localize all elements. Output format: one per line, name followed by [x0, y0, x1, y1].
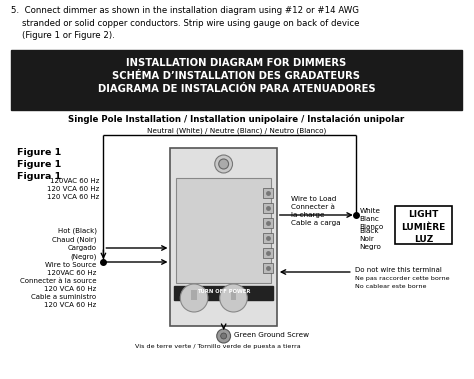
Text: Neutral (White) / Neutre (Blanc) / Neutro (Blanco): Neutral (White) / Neutre (Blanc) / Neutr…	[147, 127, 326, 133]
Circle shape	[220, 284, 247, 312]
Bar	[191, 290, 197, 300]
Circle shape	[217, 329, 230, 343]
Bar	[174, 286, 273, 300]
Text: Figura 1: Figura 1	[17, 172, 61, 181]
Text: Figure 1: Figure 1	[17, 160, 61, 169]
Text: Do not wire this terminal: Do not wire this terminal	[355, 267, 442, 273]
Circle shape	[215, 155, 233, 173]
Bar	[171, 148, 277, 326]
Text: White
Blanc
Blanco: White Blanc Blanco	[360, 208, 384, 230]
Text: Vis de terre verte / Tornillo verde de puesta a tierra: Vis de terre verte / Tornillo verde de p…	[135, 344, 301, 349]
Text: Green Ground Screw: Green Ground Screw	[234, 332, 309, 338]
Text: Single Pole Installation / Installation unipolaire / Instalación unipolar: Single Pole Installation / Installation …	[68, 115, 405, 124]
Text: No cablear este borne: No cablear este borne	[355, 284, 426, 289]
Text: Wire to Source
120VAC 60 Hz
Connecter à la source
120 VCA 60 Hz
Cable a suminist: Wire to Source 120VAC 60 Hz Connecter à …	[20, 262, 97, 308]
Circle shape	[180, 284, 208, 312]
Bar	[263, 248, 273, 258]
Bar	[176, 178, 271, 283]
Bar	[263, 263, 273, 273]
Text: SCHÉMA D’INSTALLATION DES GRADATEURS: SCHÉMA D’INSTALLATION DES GRADATEURS	[112, 71, 360, 81]
Text: 5.  Connect dimmer as shown in the installation diagram using #12 or #14 AWG
   : 5. Connect dimmer as shown in the instal…	[11, 6, 359, 40]
Bar	[395, 206, 452, 244]
Circle shape	[219, 159, 228, 169]
Text: INSTALLATION DIAGRAM FOR DIMMERS: INSTALLATION DIAGRAM FOR DIMMERS	[127, 58, 346, 68]
Text: DIAGRAMA DE INSTALACIÓN PARA ATENUADORES: DIAGRAMA DE INSTALACIÓN PARA ATENUADORES	[98, 84, 375, 94]
Text: Ne pas raccorder cette borne: Ne pas raccorder cette borne	[355, 276, 449, 281]
Text: Wire to Load
Connecter à
la charge
Cable a carga: Wire to Load Connecter à la charge Cable…	[291, 196, 340, 226]
Bar	[263, 203, 273, 213]
Circle shape	[221, 333, 227, 339]
Text: 120VAC 60 Hz
120 VCA 60 Hz
120 VCA 60 Hz: 120VAC 60 Hz 120 VCA 60 Hz 120 VCA 60 Hz	[47, 178, 100, 200]
Text: TURN OFF POWER: TURN OFF POWER	[197, 289, 250, 294]
Text: LIGHT
LUMIÈRE
LUZ: LIGHT LUMIÈRE LUZ	[401, 210, 446, 244]
Bar	[263, 218, 273, 228]
Bar	[11, 50, 462, 110]
Text: Black
Noir
Negro: Black Noir Negro	[360, 228, 382, 250]
Bar	[263, 188, 273, 198]
Text: Hot (Black)
Chaud (Noir)
Cargado
(Negro): Hot (Black) Chaud (Noir) Cargado (Negro)	[52, 228, 97, 260]
Bar	[230, 290, 237, 300]
Text: Figure 1: Figure 1	[17, 148, 61, 157]
Bar	[263, 233, 273, 243]
